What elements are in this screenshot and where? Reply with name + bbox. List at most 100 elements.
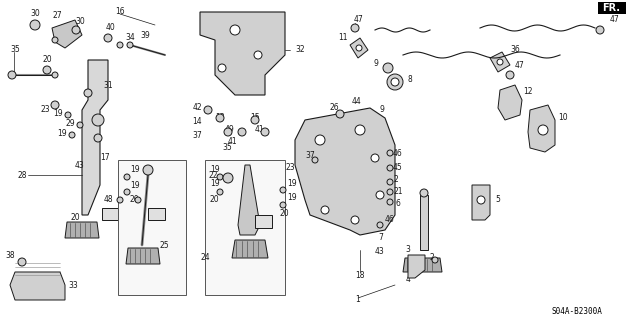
Circle shape [371,154,379,162]
Circle shape [261,128,269,136]
Polygon shape [126,248,160,264]
Polygon shape [238,165,260,235]
Circle shape [218,64,226,72]
Text: 31: 31 [103,80,113,90]
Circle shape [43,66,51,74]
Bar [598,2,626,14]
Circle shape [387,199,393,205]
Polygon shape [408,255,425,278]
Circle shape [52,37,58,43]
Circle shape [351,24,359,32]
Text: 29: 29 [65,118,75,128]
Circle shape [72,26,80,34]
Circle shape [315,135,325,145]
Text: 9: 9 [373,58,378,68]
Circle shape [77,122,83,128]
Polygon shape [490,52,510,72]
Polygon shape [403,258,442,272]
Text: 39: 39 [140,31,150,40]
Circle shape [391,78,399,86]
Text: 47: 47 [515,61,525,70]
Text: 20: 20 [42,56,52,64]
Text: 49: 49 [225,125,235,135]
Text: 10: 10 [558,114,568,122]
Text: 2: 2 [393,175,397,184]
Text: 19: 19 [210,166,220,174]
Circle shape [387,179,393,185]
Text: 23: 23 [285,164,294,173]
Text: 19: 19 [58,129,67,137]
Circle shape [383,63,393,73]
Text: 46: 46 [385,216,395,225]
Text: 32: 32 [295,46,305,55]
Circle shape [127,42,133,48]
Text: 5: 5 [495,196,500,204]
Text: 17: 17 [100,153,110,162]
Polygon shape [65,222,99,238]
Circle shape [124,174,130,180]
Text: 2: 2 [430,254,435,263]
Text: 19: 19 [53,108,63,117]
Circle shape [8,71,16,79]
Text: 45: 45 [393,164,403,173]
Text: 44: 44 [352,98,362,107]
Text: 16: 16 [115,8,125,17]
Text: 19: 19 [130,181,140,189]
Circle shape [30,20,40,30]
Circle shape [52,72,58,78]
Text: 19: 19 [130,166,140,174]
Circle shape [216,114,224,122]
Circle shape [506,71,514,79]
Circle shape [143,165,153,175]
Circle shape [51,101,59,109]
Text: 1: 1 [355,295,360,305]
Polygon shape [295,108,395,235]
Circle shape [280,202,286,208]
Circle shape [117,197,123,203]
Text: 35: 35 [222,144,232,152]
Circle shape [18,258,26,266]
Text: 20: 20 [70,213,80,222]
Text: 30: 30 [30,10,40,19]
Circle shape [356,45,362,51]
Circle shape [538,125,548,135]
Circle shape [312,157,318,163]
Text: 33: 33 [68,280,77,290]
Text: 27: 27 [52,11,62,19]
Text: 13: 13 [215,114,225,122]
Text: 41: 41 [255,125,264,135]
Circle shape [355,125,365,135]
Text: 20: 20 [280,209,290,218]
Circle shape [376,191,384,199]
Circle shape [135,197,141,203]
Circle shape [387,165,393,171]
Text: 37: 37 [305,151,315,160]
Circle shape [420,189,428,197]
Polygon shape [350,38,368,58]
Text: 43: 43 [375,248,385,256]
Polygon shape [148,208,165,220]
Circle shape [254,51,262,59]
Polygon shape [255,215,272,228]
Text: 28: 28 [18,170,28,180]
Text: 25: 25 [160,241,170,249]
Circle shape [251,116,259,124]
Circle shape [92,114,104,126]
Text: S04A-B2300A: S04A-B2300A [552,307,603,315]
Circle shape [223,173,233,183]
Circle shape [477,196,485,204]
Text: 8: 8 [408,76,413,85]
Text: 6: 6 [395,198,400,207]
Circle shape [351,216,359,224]
Text: 11: 11 [339,33,348,42]
Text: 19: 19 [287,179,296,188]
Circle shape [230,25,240,35]
Circle shape [104,34,112,42]
Circle shape [204,106,212,114]
Circle shape [217,189,223,195]
Text: 47: 47 [610,16,620,25]
Circle shape [238,128,246,136]
Text: 7: 7 [378,234,383,242]
Polygon shape [52,20,82,48]
Text: 20: 20 [130,196,140,204]
